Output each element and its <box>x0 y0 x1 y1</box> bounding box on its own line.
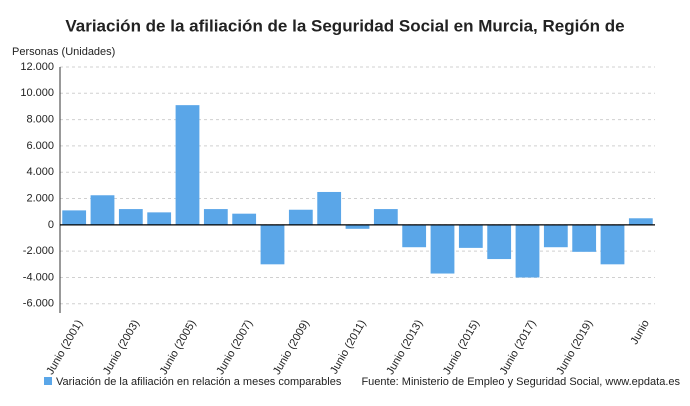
x-tick-label: Junio (2013) <box>384 318 425 377</box>
bar <box>317 191 342 225</box>
x-tick-label: Junio (2005) <box>158 318 199 377</box>
bar <box>600 224 625 265</box>
bar <box>487 224 512 260</box>
bar <box>288 209 313 225</box>
x-tick-label: Junio (2001) <box>44 318 85 377</box>
bar <box>232 213 257 225</box>
bar <box>175 105 200 225</box>
bar <box>543 224 568 248</box>
bar <box>90 195 115 225</box>
bar <box>345 224 370 229</box>
x-tick-label: Junio (2015) <box>441 318 482 377</box>
x-tick-label: Junio (2011) <box>328 318 369 376</box>
bar <box>260 224 285 265</box>
x-tick-label: Junio (2009) <box>271 318 312 377</box>
x-tick-label: Junio (2003) <box>101 318 142 377</box>
bar <box>572 224 597 252</box>
y-tick-label: -4.000 <box>23 271 54 283</box>
legend-swatch <box>44 377 52 385</box>
bar <box>458 224 483 248</box>
bar <box>515 224 540 278</box>
y-tick-label: 4.000 <box>26 166 54 178</box>
bar <box>430 224 455 274</box>
x-tick-label: Junio (2007) <box>214 318 255 377</box>
bar <box>628 218 653 225</box>
y-tick-label: 10.000 <box>20 87 54 99</box>
bar <box>147 212 172 225</box>
y-tick-label: 12.000 <box>20 61 54 73</box>
x-tick-label: Junio (2017) <box>498 318 539 377</box>
x-tick-label: Junio <box>628 318 652 347</box>
bar <box>402 224 427 248</box>
bar <box>62 210 87 225</box>
y-tick-label: 2.000 <box>26 192 54 204</box>
y-axis-label: Personas (Unidades) <box>12 46 115 58</box>
source: Fuente: Ministerio de Empleo y Seguridad… <box>361 376 680 388</box>
y-tick-label: 8.000 <box>26 114 54 126</box>
x-tick-label: Junio (2019) <box>554 318 595 377</box>
y-tick-label: -2.000 <box>23 245 54 257</box>
bar <box>203 209 228 225</box>
legend-label: Variación de la afiliación en relación a… <box>56 376 342 388</box>
y-tick-label: 0 <box>48 219 54 231</box>
y-tick-label: 6.000 <box>26 140 54 152</box>
chart-title: Variación de la afiliación de la Segurid… <box>65 16 624 35</box>
bar <box>118 209 143 225</box>
y-tick-label: -6.000 <box>23 298 54 310</box>
bar <box>373 209 398 225</box>
